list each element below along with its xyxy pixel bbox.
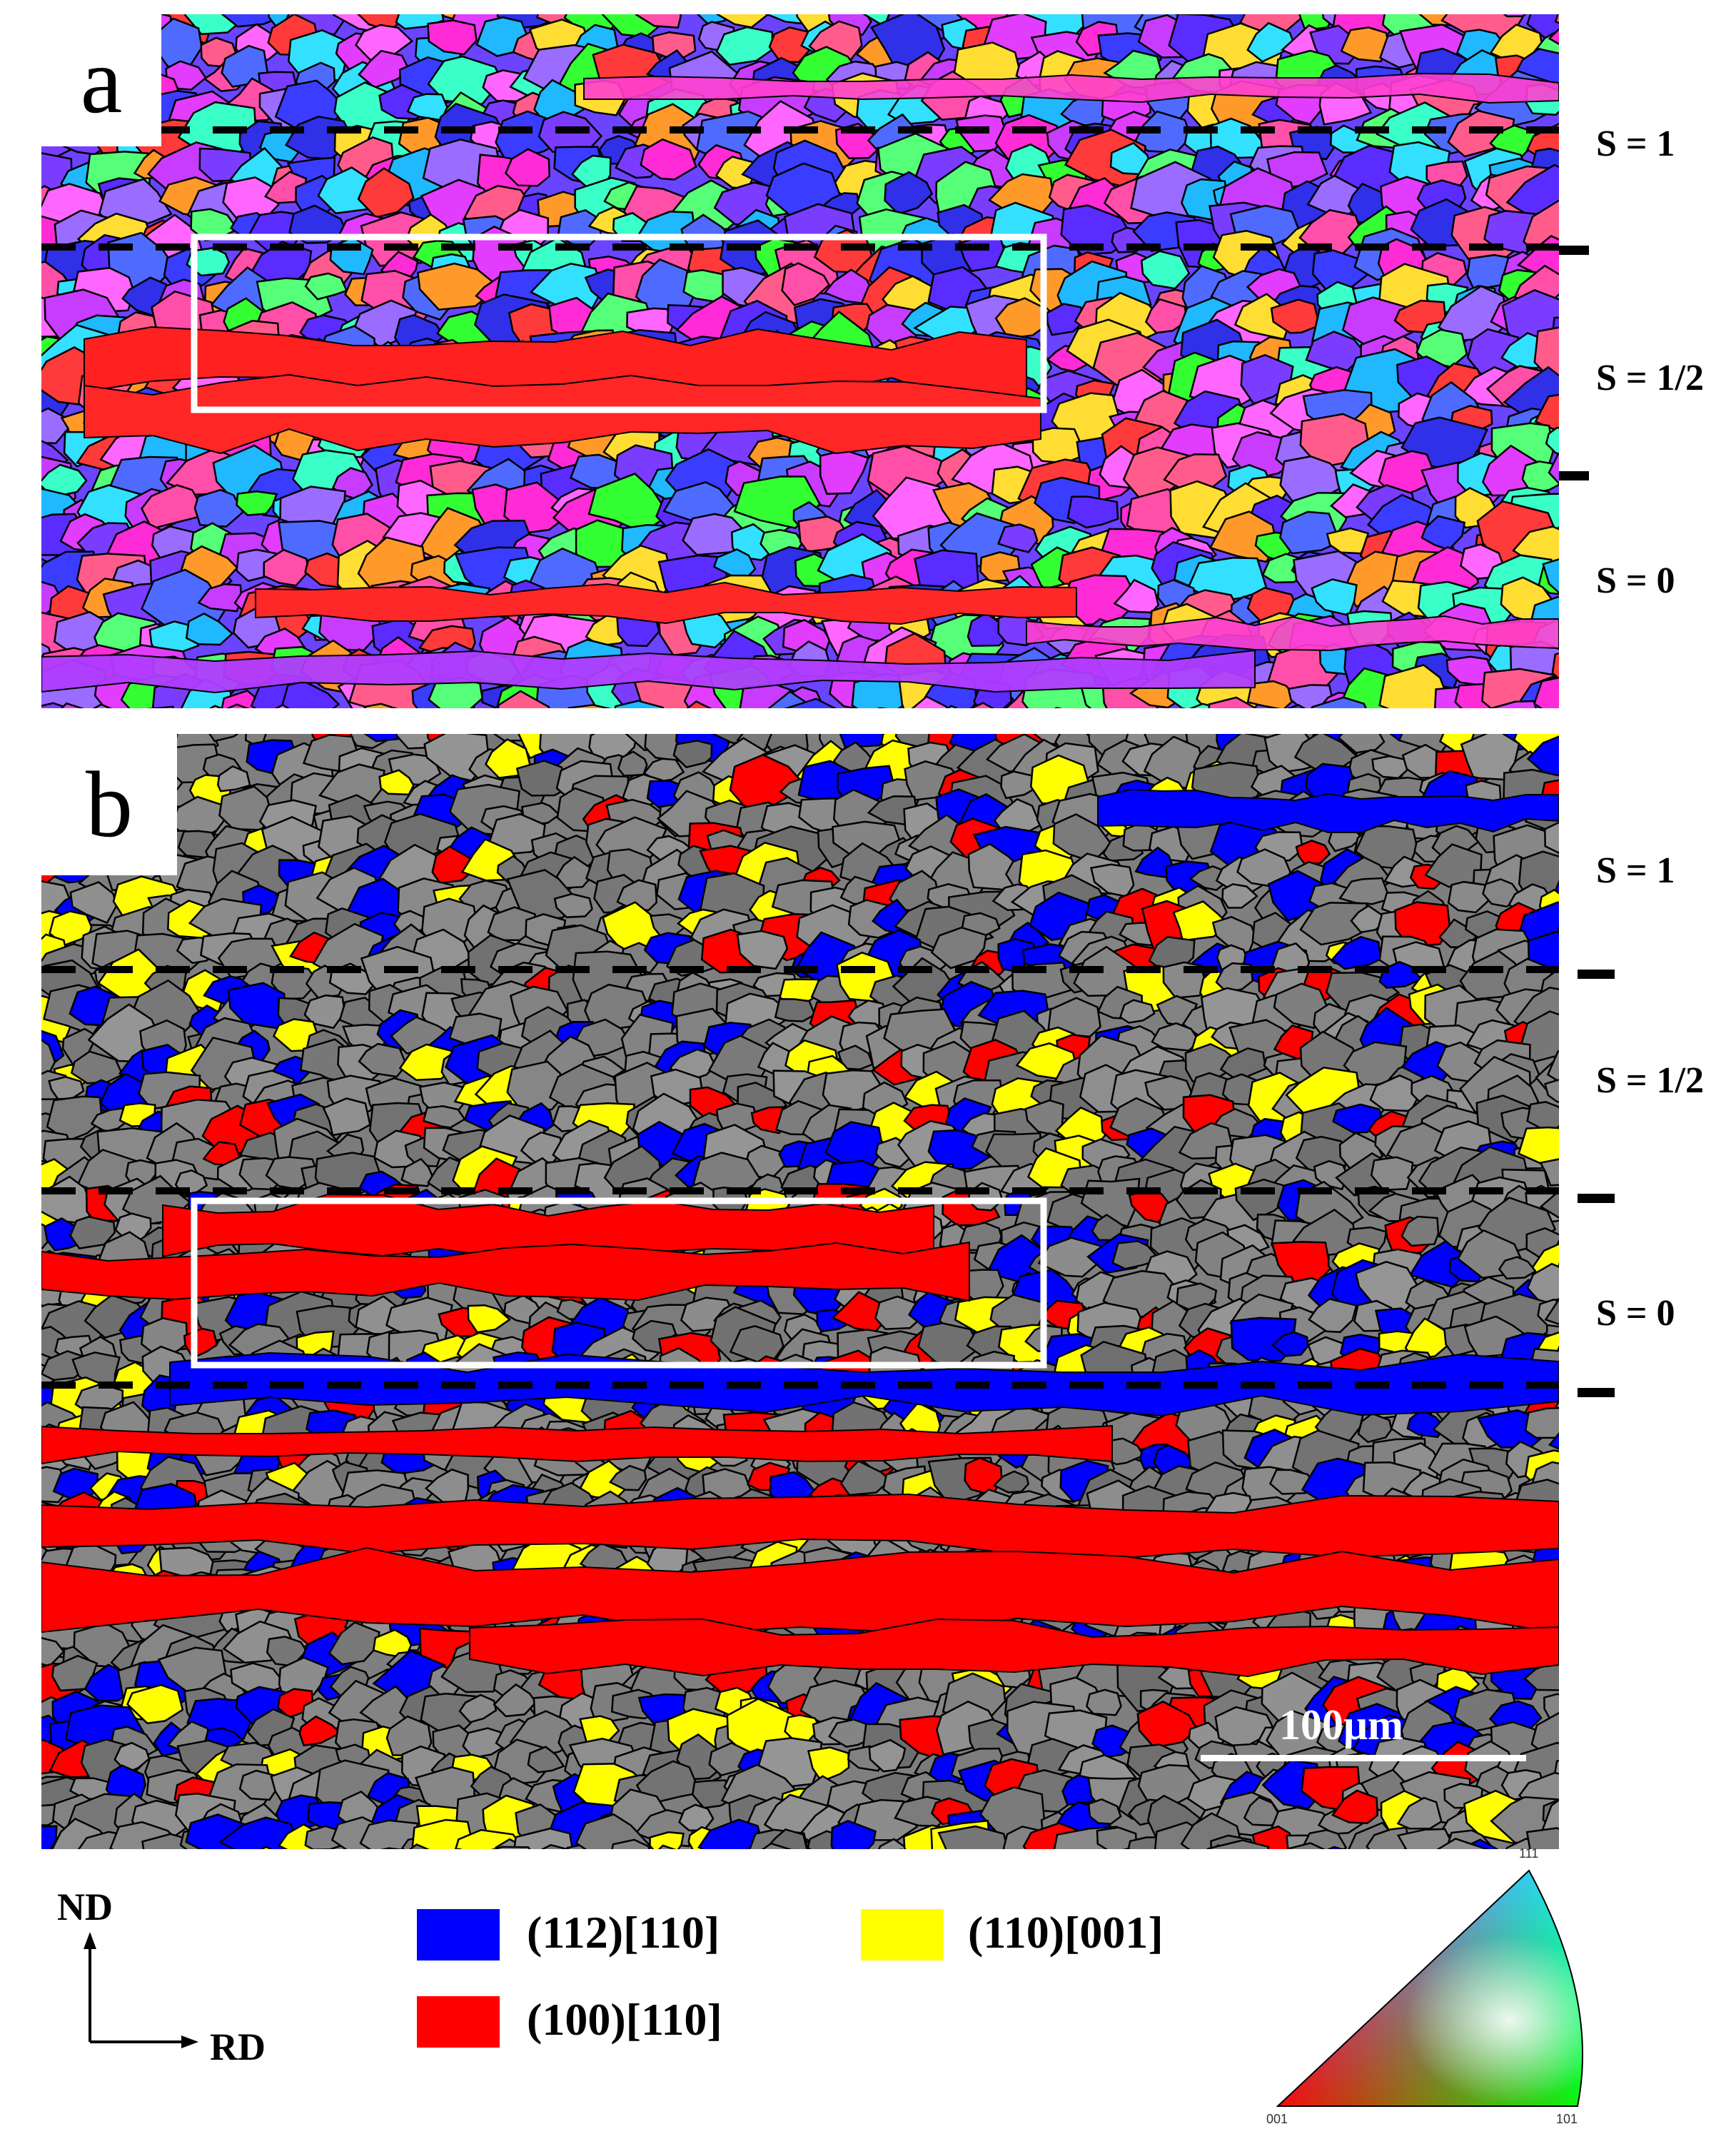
boundary-tick xyxy=(1559,471,1589,480)
legend-swatch-100-110 xyxy=(417,1996,500,2048)
legend-label-112-110: (112)[110] xyxy=(527,1907,720,1958)
texture-map-image xyxy=(41,734,1559,1849)
panel-a-ipf-map xyxy=(41,14,1559,708)
s-label-b-1: S = 1 xyxy=(1596,850,1675,891)
legend-label-100-110: (100)[110] xyxy=(527,1994,722,2045)
s-label-a-0: S = 0 xyxy=(1596,560,1675,601)
legend-swatch-112-110 xyxy=(417,1909,500,1961)
ipf-label-111: 111 xyxy=(1519,1846,1539,1861)
axis-arrows xyxy=(84,1932,198,2048)
s-label-a-half: S = 1/2 xyxy=(1596,358,1704,398)
axis-label-rd: RD xyxy=(210,2025,266,2068)
boundary-tick xyxy=(1578,970,1615,979)
legend-label-110-001: (110)[001] xyxy=(968,1907,1164,1958)
ipf-color-triangle xyxy=(1276,1869,1583,2107)
panel-b-letter: b xyxy=(41,734,177,875)
axis-label-nd: ND xyxy=(57,1886,113,1928)
s-label-b-0: S = 0 xyxy=(1596,1293,1675,1334)
ipf-map-image xyxy=(41,14,1559,708)
panel-b-texture-map xyxy=(41,734,1559,1849)
boundary-tick xyxy=(1578,1194,1615,1203)
scale-bar-label: 100μm xyxy=(1279,1701,1403,1748)
panel-a-letter: a xyxy=(41,14,161,146)
legend-swatch-110-001 xyxy=(861,1909,944,1961)
boundary-tick xyxy=(1559,246,1589,255)
ipf-label-001: 001 xyxy=(1266,2112,1288,2126)
s-label-b-half: S = 1/2 xyxy=(1596,1060,1704,1101)
boundary-tick xyxy=(1578,1388,1615,1397)
s-label-a-1: S = 1 xyxy=(1596,124,1675,164)
scale-bar xyxy=(1201,1755,1526,1761)
ipf-label-101: 101 xyxy=(1556,2112,1578,2126)
